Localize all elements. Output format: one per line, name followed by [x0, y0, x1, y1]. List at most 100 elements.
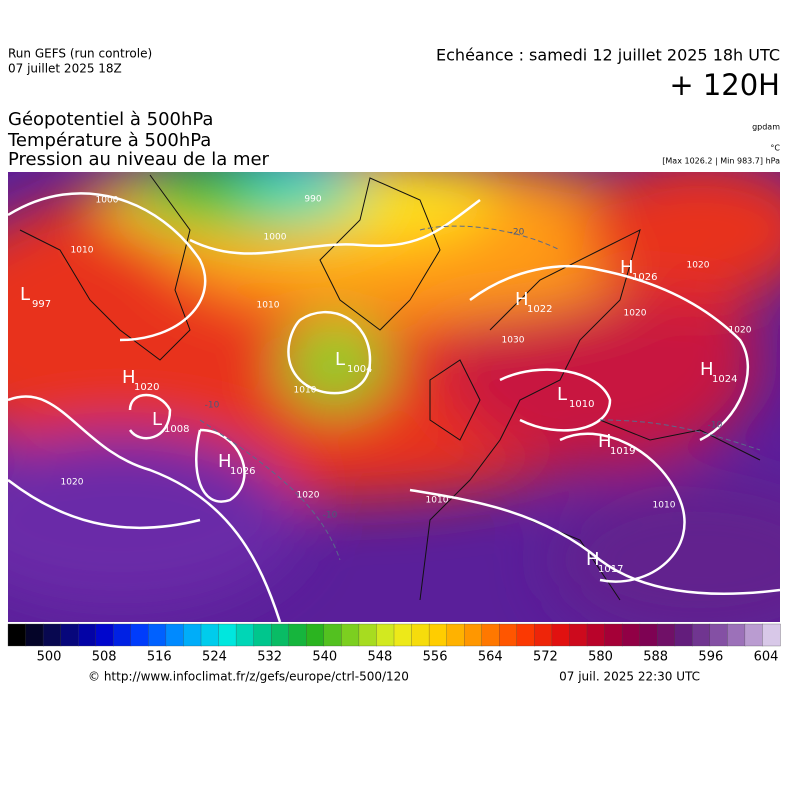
colorbar-cell — [42, 623, 62, 647]
isobar-label: 1020 — [687, 261, 710, 271]
colorbar-cell — [481, 623, 500, 647]
center-value: 1026 — [632, 272, 657, 283]
center-type: H — [515, 289, 529, 310]
center-value: 1010 — [569, 399, 594, 410]
center-type: L — [335, 349, 345, 370]
center-value: 1004 — [347, 364, 372, 375]
colorbar-cell — [709, 623, 729, 647]
colorbar-cell — [674, 623, 693, 647]
colorbar-cell — [95, 623, 114, 647]
unit: gpdam — [752, 123, 780, 132]
colorbar-tick-label: 500 — [37, 650, 62, 665]
footer-time: 07 juil. 2025 22:30 UTC — [559, 670, 700, 684]
colorbar-tick-label: 580 — [588, 650, 613, 665]
colorbar-cell — [235, 623, 255, 647]
unit: [Max 1026.2 | Min 983.7] hPa — [662, 157, 780, 166]
colorbar-cell — [551, 623, 571, 647]
colorbar-tick-label: 564 — [478, 650, 503, 665]
center-value: 1019 — [610, 446, 635, 457]
colorbar-cell — [25, 623, 44, 647]
colorbar-cell — [446, 623, 465, 647]
colorbar-cell — [288, 623, 307, 647]
colorbar-cell — [621, 623, 641, 647]
colorbar-cell — [323, 623, 343, 647]
isobar-label: 1010 — [257, 301, 280, 311]
colorbar-tick-label: 588 — [643, 650, 668, 665]
colorbar-cell — [165, 623, 185, 647]
colorbar-cell — [534, 623, 553, 647]
unit: °C — [770, 144, 780, 153]
colorbar-cell — [183, 623, 202, 647]
center-type: L — [152, 409, 162, 430]
center-type: H — [586, 549, 600, 570]
colorbar-cell — [569, 623, 588, 647]
colorbar-cell — [464, 623, 483, 647]
colorbar-cell — [130, 623, 150, 647]
center-value: 1024 — [712, 374, 737, 385]
center-value: 1020 — [134, 382, 159, 393]
run: Run GEFS (run controle) — [8, 47, 152, 61]
isobar-label: 990 — [304, 195, 321, 205]
colorbar-tick-label: 508 — [92, 650, 117, 665]
colorbar-cell — [7, 623, 27, 647]
isobar-label: 1030 — [502, 336, 525, 346]
center-value: 1017 — [598, 564, 623, 575]
colorbar-tick-label: 540 — [312, 650, 337, 665]
colorbar-tick-label: 596 — [698, 650, 723, 665]
colorbar-cell — [744, 623, 764, 647]
temperature-label: -10 — [323, 511, 338, 521]
map — [8, 172, 780, 622]
isobar-label: 1010 — [71, 246, 94, 256]
center-type: H — [122, 367, 136, 388]
colorbar-cell — [148, 623, 167, 647]
colorbar-cell — [306, 623, 325, 647]
run-date: 07 juillet 2025 18Z — [8, 62, 122, 76]
colorbar-cell — [692, 623, 711, 647]
temperature-label: -20 — [510, 228, 525, 238]
echeance: Echéance : samedi 12 juillet 2025 18h UT… — [436, 46, 780, 65]
center-value: 1026 — [230, 466, 255, 477]
center-value: 1008 — [164, 424, 189, 435]
center-type: L — [20, 284, 30, 305]
colorbar-cell — [762, 623, 781, 647]
center-type: L — [557, 384, 567, 405]
isobar-label: 1010 — [653, 501, 676, 511]
colorbar-cell — [113, 623, 132, 647]
colorbar-cell — [253, 623, 272, 647]
colorbar-cell — [499, 623, 518, 647]
colorbar-cell — [604, 623, 623, 647]
colorbar-cell — [218, 623, 237, 647]
colorbar: 500 508 516 524 532 540 548 556 564 572 580 588 596 6… — [7, 623, 781, 665]
temperature-label: -10 — [205, 401, 220, 411]
isobar-label: 1010 — [426, 496, 449, 506]
colorbar-tick-label: 516 — [147, 650, 172, 665]
colorbar-cell — [727, 623, 746, 647]
isobar-label: 1020 — [61, 478, 84, 488]
lead-time: + 120H — [669, 68, 780, 102]
isobar-label: 1020 — [729, 326, 752, 336]
colorbar-cell — [586, 623, 606, 647]
colorbar-tick-label: 604 — [754, 650, 779, 665]
center-type: H — [598, 431, 612, 452]
center-type: H — [218, 451, 232, 472]
center-type: H — [620, 257, 634, 278]
colorbar-cell — [657, 623, 676, 647]
footer-url: © http://www.infoclimat.fr/z/gefs/europe… — [88, 670, 409, 684]
field: Température à 500hPa — [7, 130, 211, 151]
temperature-label: -10 — [708, 421, 723, 431]
colorbar-cell — [200, 623, 220, 647]
isobar-label: 1020 — [624, 309, 647, 319]
field: Pression au niveau de la mer — [8, 149, 270, 170]
isobar-label: 1000 — [264, 233, 287, 243]
colorbar-cell — [516, 623, 536, 647]
center-value: 997 — [32, 299, 51, 310]
center-value: 1022 — [527, 304, 552, 315]
colorbar-cell — [271, 623, 290, 647]
colorbar-tick-label: 524 — [202, 650, 227, 665]
colorbar-cell — [639, 623, 658, 647]
colorbar-cell — [428, 623, 448, 647]
colorbar-cell — [411, 623, 430, 647]
colorbar-cell — [341, 623, 360, 647]
colorbar-cell — [376, 623, 395, 647]
